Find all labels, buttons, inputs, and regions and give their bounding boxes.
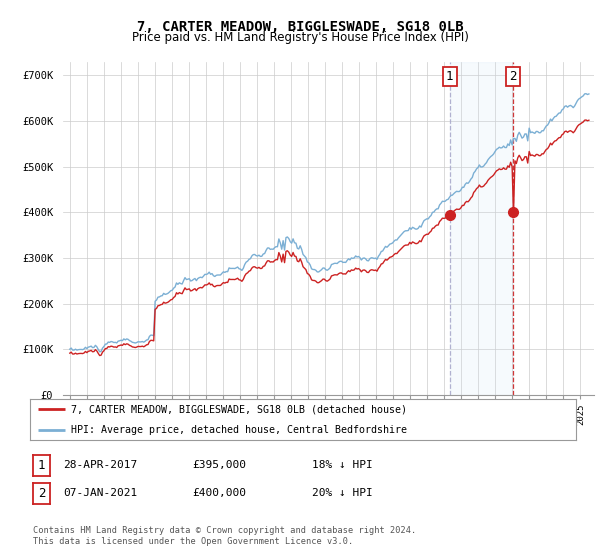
Text: 2: 2 (509, 70, 517, 83)
Text: 28-APR-2017: 28-APR-2017 (63, 460, 137, 470)
Text: £400,000: £400,000 (192, 488, 246, 498)
Text: Price paid vs. HM Land Registry's House Price Index (HPI): Price paid vs. HM Land Registry's House … (131, 31, 469, 44)
Text: 07-JAN-2021: 07-JAN-2021 (63, 488, 137, 498)
Text: 18% ↓ HPI: 18% ↓ HPI (312, 460, 373, 470)
Bar (449, 62, 513, 395)
Text: 7, CARTER MEADOW, BIGGLESWADE, SG18 0LB: 7, CARTER MEADOW, BIGGLESWADE, SG18 0LB (137, 20, 463, 34)
Text: HPI: Average price, detached house, Central Bedfordshire: HPI: Average price, detached house, Cent… (71, 424, 407, 435)
Text: £395,000: £395,000 (192, 460, 246, 470)
Text: 7, CARTER MEADOW, BIGGLESWADE, SG18 0LB (detached house): 7, CARTER MEADOW, BIGGLESWADE, SG18 0LB … (71, 404, 407, 414)
Text: 2: 2 (38, 487, 45, 500)
Text: Contains HM Land Registry data © Crown copyright and database right 2024.
This d: Contains HM Land Registry data © Crown c… (33, 526, 416, 546)
Text: 20% ↓ HPI: 20% ↓ HPI (312, 488, 373, 498)
Text: 1: 1 (38, 459, 45, 472)
Text: 1: 1 (446, 70, 454, 83)
